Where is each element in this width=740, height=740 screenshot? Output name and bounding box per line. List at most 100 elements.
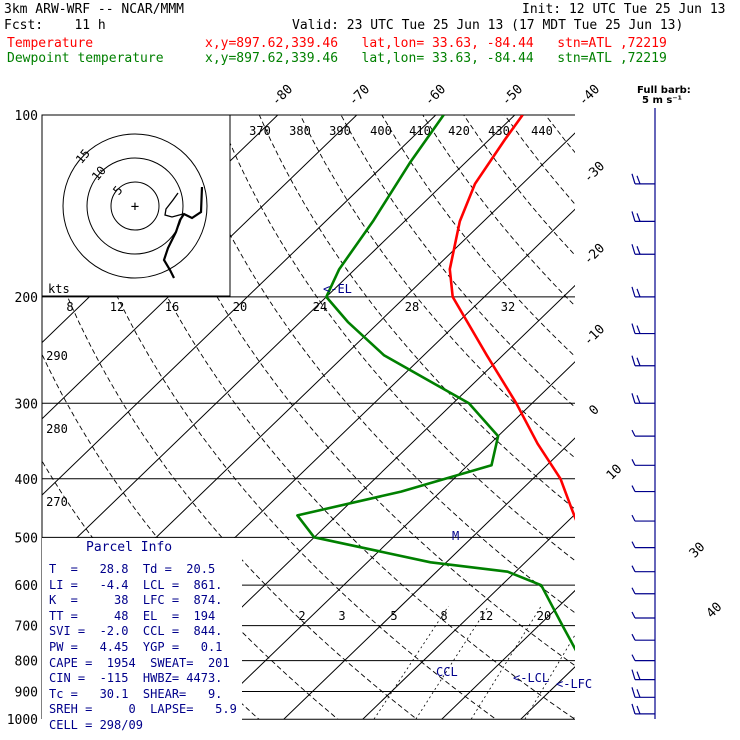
isotherm-line — [520, 666, 575, 719]
wind-barb-flag — [631, 485, 636, 492]
isotherm-label: -20 — [581, 241, 608, 268]
hodograph-frame — [41, 114, 231, 297]
temperature-line — [448, 115, 575, 521]
wind-barb-flag — [631, 565, 636, 572]
pressure-label: 600 — [15, 579, 38, 594]
dry-adiabat-labels: 370 380 390 400 410 420 430 440 290 280 270 — [46, 124, 553, 509]
dry-adiabat-line — [422, 115, 575, 307]
dry-adiabat-label: 290 — [46, 349, 68, 363]
wind-barb-flag — [631, 633, 636, 641]
level-annotations: <-EL <-LCL <-LFC CCL M — [323, 282, 592, 691]
isotherm-right-labels: -30 -20 -10 0 10 30 40 — [581, 159, 725, 621]
parcel-info-row: SREH = 0 LAPSE= 5.9 — [49, 702, 237, 717]
dewpoint-legend-label: Dewpoint temperature — [7, 51, 164, 66]
model-title: 3km ARW-WRF -- NCAR/MMM — [4, 2, 185, 17]
wind-barb-flag — [631, 687, 636, 698]
wind-barb-flag — [631, 429, 636, 437]
dry-adiabat-line — [381, 115, 575, 358]
sounding-series — [296, 115, 575, 652]
isotherm-top-labels: -80 -70 -60 -50 -40 — [269, 82, 603, 109]
parcel-info-row: K = 38 LFC = 874. — [49, 593, 223, 608]
parcel-info-row: Tc = 30.1 SHEAR= 9. — [49, 686, 223, 701]
wind-barbs — [631, 108, 656, 719]
hodograph-speed-label: 28 — [405, 300, 419, 314]
dry-adiabat-label: 270 — [46, 495, 68, 509]
wind-barb-flag — [631, 286, 636, 298]
wind-barb-flag — [631, 587, 636, 595]
temperature-legend-info: x,y=897.62,339.46 lat,lon= 33.63, -84.44… — [205, 36, 667, 51]
isotherm-line — [362, 513, 575, 719]
hodograph-trace — [162, 186, 204, 279]
hodograph-speed-label: 8 — [66, 300, 73, 314]
isotherm-line — [204, 361, 575, 719]
dry-adiabat-label: 420 — [448, 124, 470, 138]
dewpoint-line — [296, 115, 575, 652]
barb-legend-unit: 5 m s⁻¹ — [642, 95, 682, 106]
mixing-ratio-label: 20 — [537, 609, 551, 623]
pressure-label: 100 — [15, 109, 38, 124]
parcel-info-row: T = 28.8 Td = 20.5 — [49, 562, 216, 576]
isotherm-label: -70 — [346, 82, 373, 109]
mixing-ratio-label: 2 — [298, 609, 305, 623]
pressure-label: 1000 — [7, 713, 38, 728]
pressure-label: 500 — [15, 531, 38, 546]
parcel-info-row: LI = -4.4 LCL = 861. — [49, 577, 223, 592]
pressure-label: 300 — [15, 397, 38, 412]
wind-barb-flag — [636, 689, 641, 698]
pressure-label: 800 — [15, 655, 38, 670]
pressure-label: 900 — [15, 686, 38, 701]
pressure-label: 200 — [15, 291, 38, 306]
wind-barb-flag — [636, 325, 641, 334]
dry-adiabat-line — [42, 353, 339, 719]
wind-barb-flag — [631, 323, 636, 334]
parcel-info-title: Parcel Info — [86, 540, 173, 555]
mixing-ratio-label: 12 — [479, 609, 493, 623]
wind-barb-flag — [631, 669, 636, 680]
dry-adiabat-line — [340, 115, 575, 408]
wind-barb-flag — [631, 541, 636, 548]
temperature-legend-label: Temperature — [7, 36, 94, 51]
pressure-axis-labels: 100 200 300 400 500 600 700 800 900 1000 — [7, 109, 38, 728]
lcl-annotation: <-LCL — [513, 671, 549, 685]
dry-adiabat-label: 280 — [46, 422, 68, 436]
wind-barb-flag — [631, 514, 636, 522]
parcel-info-row: TT = 48 EL = 194 — [49, 608, 216, 623]
isotherm-label: -50 — [499, 82, 526, 109]
wind-barb-flag — [636, 705, 641, 715]
dry-adiabat-label: 400 — [370, 124, 392, 138]
wind-barb-flag — [636, 246, 641, 255]
hodograph-ring — [86, 157, 184, 255]
wind-barb-flag — [636, 175, 641, 185]
m-annotation: M — [452, 529, 459, 543]
dry-adiabat-line — [709, 115, 740, 732]
mixing-ratio-label: 3 — [338, 609, 345, 623]
dry-adiabat-line — [42, 227, 418, 719]
isotherm-label: 30 — [687, 540, 709, 562]
ccl-annotation: CCL — [436, 665, 458, 679]
isotherm-label: -60 — [422, 82, 449, 109]
dry-adiabat-label: 430 — [488, 124, 510, 138]
pressure-label: 700 — [15, 620, 38, 635]
wind-barb-flag — [631, 393, 636, 404]
hodograph-unit-label: kts — [48, 282, 70, 296]
forecast-hour: Fcst: 11 h — [4, 18, 106, 33]
wind-barb-flag — [631, 173, 636, 185]
dry-adiabat-label: 370 — [249, 124, 271, 138]
isotherm-line — [42, 115, 358, 420]
wind-barb-flag — [631, 611, 636, 619]
init-time: Init: 12 UTC Tue 25 Jun 13 — [522, 2, 726, 17]
mixing-ratio-labels: 2 3 5 8 12 20 — [298, 609, 551, 623]
wind-barb-flag — [636, 213, 641, 222]
dry-adiabat-line — [95, 115, 575, 719]
wind-barb-flag — [636, 357, 641, 366]
dry-adiabat-label: 440 — [531, 124, 553, 138]
dry-adiabat-line — [545, 115, 575, 154]
pressure-label: 400 — [15, 473, 38, 488]
isotherm-label: 40 — [704, 600, 726, 622]
wind-barb-flag — [631, 355, 636, 366]
isotherm-label: -40 — [576, 82, 603, 109]
isotherm-line — [587, 102, 740, 732]
isotherm-line — [441, 589, 575, 719]
